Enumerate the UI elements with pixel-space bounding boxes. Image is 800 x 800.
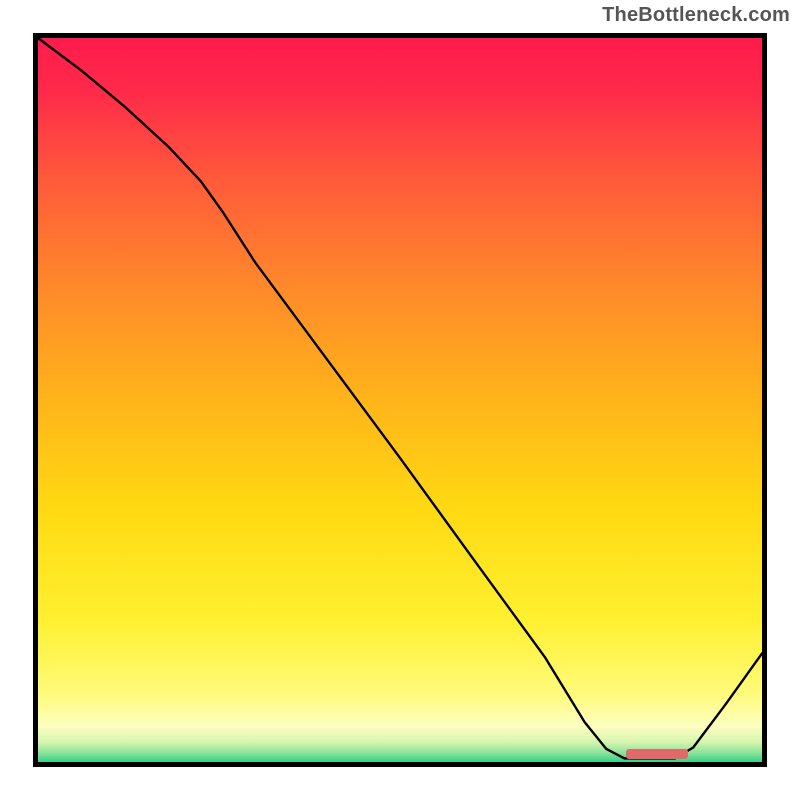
plot-area (33, 33, 767, 767)
curve-path (38, 38, 762, 758)
highlight-marker (626, 749, 688, 759)
bottleneck-curve (33, 33, 767, 767)
watermark-text: TheBottleneck.com (602, 4, 790, 27)
